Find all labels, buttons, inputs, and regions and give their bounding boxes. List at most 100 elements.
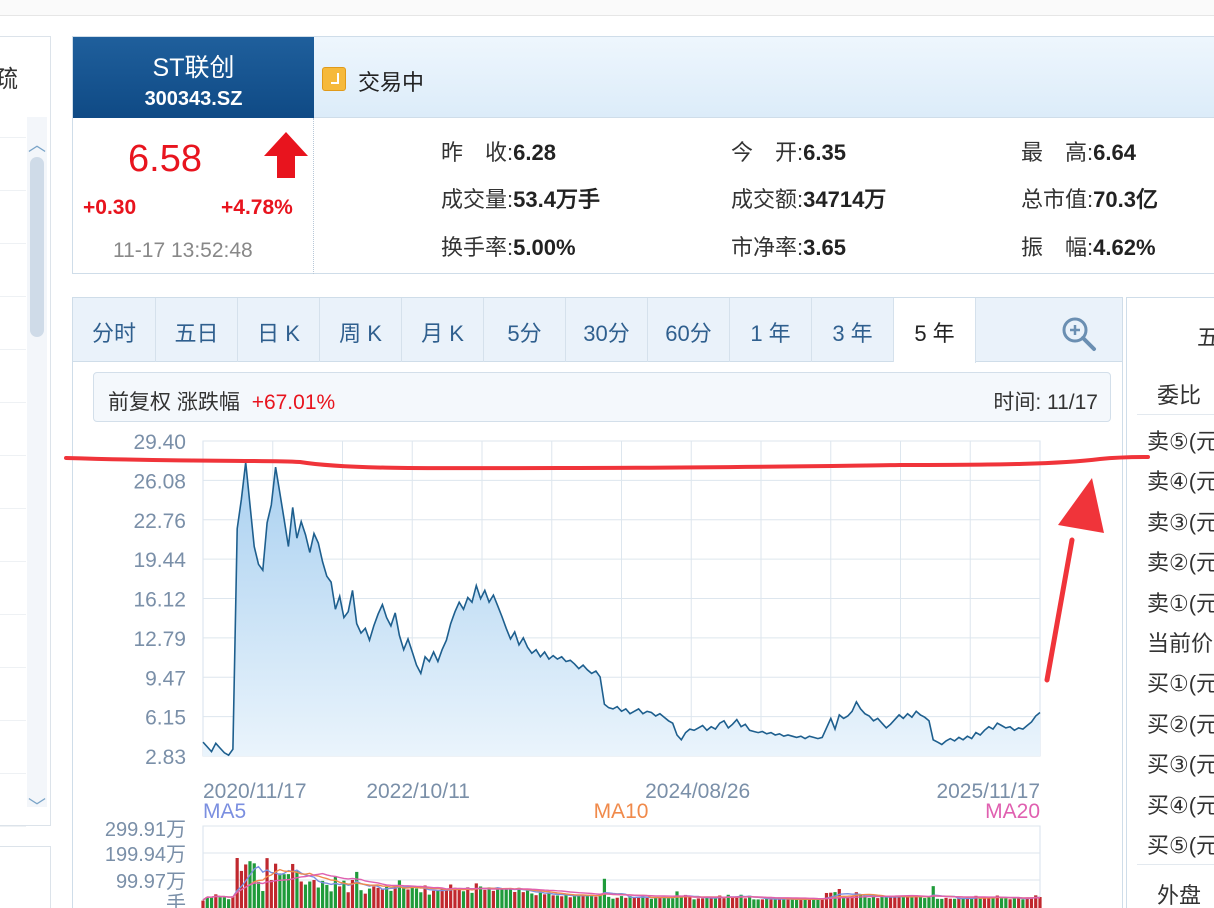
zoom-in-icon[interactable]: [1061, 316, 1097, 352]
volume-bar: [662, 897, 666, 908]
order-book-panel: 五委比 卖⑤(元 卖④(元 卖③(元 卖②(元 卖①(元 当前价 买①(元 买②(元 买③(元 买④…: [1126, 297, 1214, 908]
volume-bar: [209, 897, 214, 908]
tab-5[interactable]: 5分: [484, 298, 566, 362]
volume-bar: [410, 888, 414, 908]
volume-bar: [615, 897, 619, 908]
volume-bar: [235, 858, 239, 908]
adjust-label[interactable]: 前复权: [108, 391, 171, 414]
volume-bar: [346, 892, 350, 908]
y-tick-label: 16.12: [133, 589, 186, 612]
y-tick-label: 2.83: [145, 746, 186, 769]
volume-bar: [496, 888, 500, 908]
annotation-line: [64, 455, 1150, 471]
volume-bar: [214, 894, 218, 908]
volume-bar: [590, 895, 594, 908]
chevron-down-icon[interactable]: ﹀: [28, 797, 46, 817]
volume-bar: [923, 898, 927, 908]
volume-bar: [474, 883, 478, 908]
tab-1[interactable]: 五日: [156, 298, 238, 362]
volume-bar: [777, 899, 782, 908]
volume-bar: [884, 896, 888, 908]
volume-bar: [440, 888, 444, 908]
tab-7[interactable]: 60分: [648, 298, 730, 362]
sidebar-partial-label: 疏: [0, 66, 18, 93]
volume-bar: [718, 895, 722, 908]
tab-9[interactable]: 3 年: [812, 298, 894, 362]
volume-bar: [649, 898, 653, 908]
volume-legend-ma10: MA10: [594, 800, 649, 823]
volume-bar: [803, 898, 807, 908]
volume-bar: [1021, 899, 1025, 908]
volume-bar: [312, 880, 316, 908]
quote-turnover: 成交额:34714万: [731, 187, 887, 212]
x-tick-label: 2025/11/17: [936, 780, 1040, 803]
volume-bar: [782, 898, 786, 908]
sidebar-row-line: [0, 667, 26, 668]
volume-bar: [999, 898, 1004, 908]
volume-bar: [568, 897, 572, 908]
sidebar-row-line: [0, 773, 26, 774]
volume-bar: [261, 891, 265, 908]
volume-bar: [560, 896, 564, 908]
volume-bar: [338, 886, 342, 908]
volume-bar: [1034, 895, 1038, 908]
sidebar-row-line: [0, 455, 26, 456]
volume-bar: [743, 898, 747, 908]
up-arrow-icon: [264, 132, 308, 178]
volume-bar: [299, 881, 303, 908]
volume-bar: [508, 889, 513, 908]
chart-info-bar: 前复权 涨跌幅 +67.01% 时间: 11/17: [93, 372, 1111, 422]
tab-2[interactable]: 日 K: [238, 298, 320, 362]
order-book-row-2: 卖③(元: [1147, 509, 1214, 535]
order-book-divider-2: [1137, 864, 1214, 865]
volume-bar: [944, 897, 948, 908]
volume-bar: [854, 892, 858, 908]
volume-bar: [833, 892, 837, 908]
tab-3[interactable]: 周 K: [320, 298, 402, 362]
volume-bar: [372, 886, 376, 908]
volume-bar: [970, 898, 974, 908]
tab-4[interactable]: 月 K: [402, 298, 484, 362]
stock-code: 300343.SZ: [144, 88, 243, 110]
y-tick-label: 19.44: [133, 549, 186, 572]
volume-bar: [841, 897, 846, 908]
volume-bar: [201, 900, 205, 908]
volume-bar: [521, 892, 525, 908]
volume-bar: [876, 898, 880, 908]
volume-bar: [517, 887, 521, 908]
quote-open: 今 开:6.35: [731, 140, 846, 165]
tab-6[interactable]: 30分: [566, 298, 648, 362]
volume-bar: [765, 898, 769, 908]
sidebar-scroll-thumb[interactable]: [30, 157, 44, 337]
volume-bar: [504, 888, 508, 908]
volume-bar: [790, 899, 794, 908]
volume-bar: [675, 891, 679, 908]
order-book-row-4: 卖①(元: [1147, 590, 1214, 616]
volume-bar: [748, 895, 752, 908]
volume-bar: [816, 899, 820, 908]
volume-bar: [513, 891, 517, 908]
volume-bar: [427, 894, 431, 908]
volume-bar: [449, 884, 453, 908]
volume-bar: [1004, 898, 1008, 908]
volume-bar: [696, 898, 700, 908]
order-book-row-7: 买②(元: [1147, 711, 1214, 737]
y-tick-label: 9.47: [145, 667, 186, 690]
volume-bar: [726, 894, 730, 908]
tab-10[interactable]: 5 年: [894, 298, 976, 363]
volume-bar: [701, 898, 705, 908]
volume-bar: [466, 887, 470, 908]
volume-bar: [897, 896, 901, 908]
volume-bar: [320, 880, 325, 908]
tab-8[interactable]: 1 年: [730, 298, 812, 362]
chevron-up-icon[interactable]: ︿: [28, 135, 46, 155]
current-price: 6.58: [128, 138, 202, 180]
x-tick-label: 2020/11/17: [203, 780, 307, 803]
order-book-row-5: 当前价: [1147, 631, 1214, 656]
volume-bar: [918, 897, 923, 908]
volume-bar: [453, 887, 457, 908]
tab-0[interactable]: 分时: [73, 298, 156, 362]
volume-bar: [355, 871, 359, 908]
volume-bar: [607, 896, 611, 908]
